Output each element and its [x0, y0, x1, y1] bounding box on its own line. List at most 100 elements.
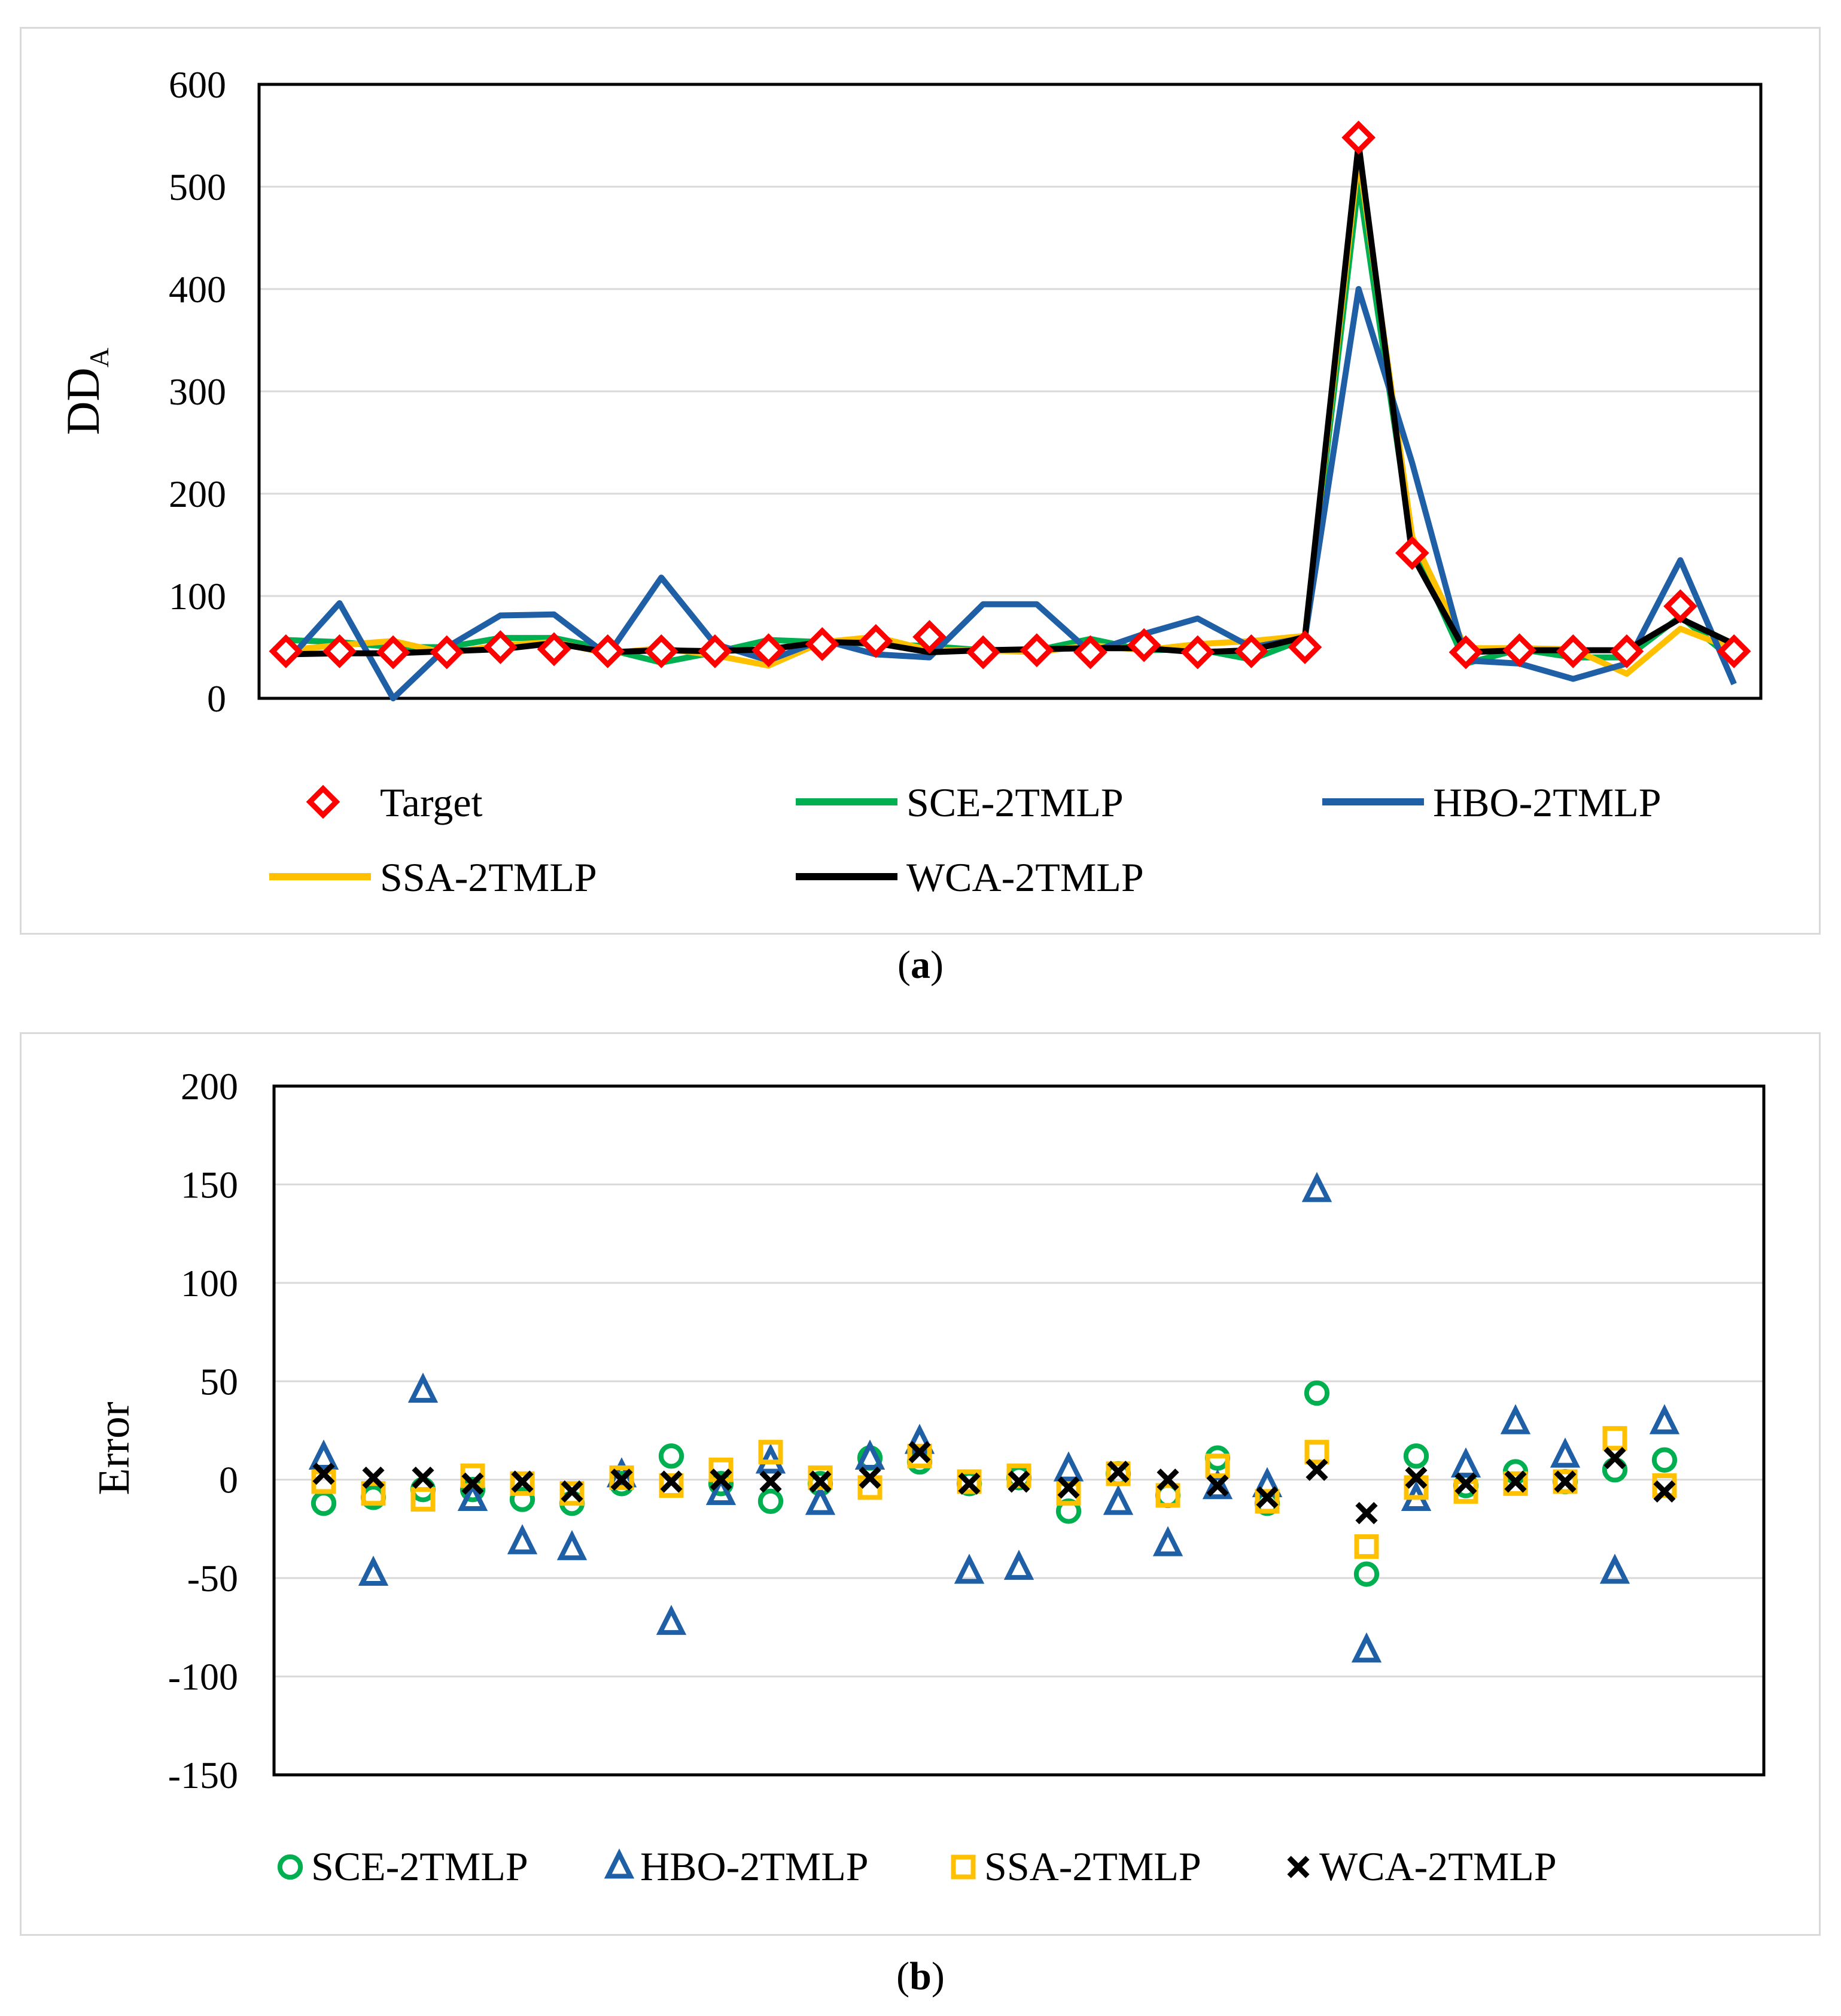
triangle-point: [805, 1485, 836, 1515]
y-axis-label: Error: [90, 1401, 139, 1495]
cross-point: [710, 1468, 732, 1491]
square-point: [609, 1465, 634, 1490]
series-hbo-2tmlp: [308, 1172, 1680, 1663]
square-point: [1056, 1481, 1081, 1506]
target-point: [1556, 634, 1590, 668]
triangle-point: [1152, 1526, 1183, 1556]
legend-item: SSA-2TMLP: [951, 1844, 1201, 1889]
square-point: [957, 1469, 982, 1494]
circle-point: [658, 1443, 684, 1469]
series-line-wca-2tmlp: [285, 141, 1736, 658]
cross-point: [1256, 1486, 1279, 1509]
cross-point: [809, 1470, 832, 1493]
cross-point: [1554, 1470, 1577, 1493]
circle-point: [1403, 1443, 1429, 1469]
square-point: [659, 1473, 684, 1498]
target-point: [698, 634, 732, 668]
square-point: [808, 1465, 833, 1490]
square-point: [1503, 1471, 1528, 1496]
cross-point: [1504, 1470, 1527, 1493]
legend-marker: [951, 1854, 976, 1880]
y-tick-label: 200: [169, 473, 226, 515]
chart-b: -150 -100 -50 0 50 100 150 200 Error SCE-2TMLP HBO…: [90, 1065, 1766, 1889]
legend-item: SCE-2TMLP: [277, 1844, 528, 1889]
triangle-point: [656, 1604, 687, 1635]
square-point: [1106, 1461, 1131, 1486]
target-point: [1717, 634, 1751, 668]
chart-a: 0 100 200 300 400 500 600 DDA Target SCE-2TMLP HBO…: [57, 63, 1763, 900]
legend-label: HBO-2TMLP: [1433, 780, 1662, 825]
triangle-point: [1649, 1404, 1680, 1434]
legend-item: HBO-2TMLP: [1322, 780, 1662, 825]
target-point: [1449, 635, 1483, 670]
triangle-point: [1053, 1451, 1084, 1482]
target-point: [912, 620, 947, 654]
square-point: [1354, 1534, 1379, 1559]
cross-point: [958, 1472, 981, 1495]
square-point: [410, 1487, 436, 1512]
square-point: [1155, 1483, 1180, 1508]
legend-label: SCE-2TMLP: [906, 780, 1124, 825]
target-point: [269, 634, 303, 668]
y-tick-label: 100: [169, 575, 226, 618]
target-point: [1073, 635, 1107, 670]
triangle-point: [358, 1555, 389, 1586]
cross-point: [1057, 1476, 1080, 1499]
target-point: [966, 635, 1000, 670]
cross-point: [859, 1466, 881, 1489]
legend-label: SSA-2TMLP: [380, 855, 597, 900]
square-point: [559, 1481, 585, 1506]
triangle-point: [1301, 1172, 1332, 1202]
y-tick-label: 0: [219, 1459, 238, 1501]
circle-point: [311, 1491, 337, 1516]
target-point: [1663, 589, 1697, 624]
legend-item: Target: [306, 780, 483, 825]
cross-point: [1454, 1472, 1477, 1495]
y-tick-label: 100: [181, 1262, 238, 1305]
square-point: [1255, 1489, 1280, 1514]
y-tick-label: 300: [169, 370, 226, 413]
legend-label: WCA-2TMLP: [906, 855, 1144, 900]
circle-point: [1353, 1561, 1380, 1587]
cross-point: [1206, 1474, 1229, 1497]
square-point: [1553, 1469, 1578, 1494]
target-point: [805, 627, 839, 661]
cross-point: [759, 1470, 782, 1493]
target-point: [1395, 536, 1429, 570]
circle-point: [1304, 1380, 1330, 1406]
cross-point: [511, 1470, 534, 1493]
target-point: [859, 624, 893, 658]
series-wca-2tmlp: [312, 1441, 1676, 1525]
square-point: [1602, 1426, 1627, 1451]
triangle-point: [308, 1439, 339, 1470]
cross-point: [412, 1466, 434, 1489]
target-point: [591, 634, 625, 668]
triangle-point: [507, 1524, 538, 1555]
cross-point: [1107, 1460, 1130, 1483]
square-point: [758, 1440, 783, 1465]
y-tick-label: 500: [169, 166, 226, 208]
legend-marker: [604, 1848, 635, 1879]
cross-point: [660, 1470, 683, 1493]
circle-point: [509, 1486, 535, 1512]
target-point: [1288, 630, 1322, 664]
square-point: [1205, 1454, 1230, 1479]
triangle-point: [1500, 1404, 1531, 1434]
triangle-point: [1351, 1632, 1382, 1663]
target-point: [483, 630, 518, 664]
cross-point: [1306, 1458, 1328, 1481]
y-tick-label: 200: [181, 1065, 238, 1108]
circle-point: [708, 1471, 734, 1497]
target-point: [751, 633, 786, 667]
target-point: [1609, 634, 1644, 668]
plot-area: [257, 83, 1763, 700]
cross-point: [312, 1462, 335, 1485]
caption-b: (b): [896, 1954, 945, 1998]
target-point: [322, 634, 357, 668]
y-tick-label: 0: [207, 677, 226, 720]
target-point: [1341, 120, 1376, 155]
cross-point: [461, 1472, 484, 1495]
legend-label: Target: [380, 780, 483, 825]
square-point: [361, 1481, 386, 1506]
chart-a-frame: [20, 27, 1821, 935]
